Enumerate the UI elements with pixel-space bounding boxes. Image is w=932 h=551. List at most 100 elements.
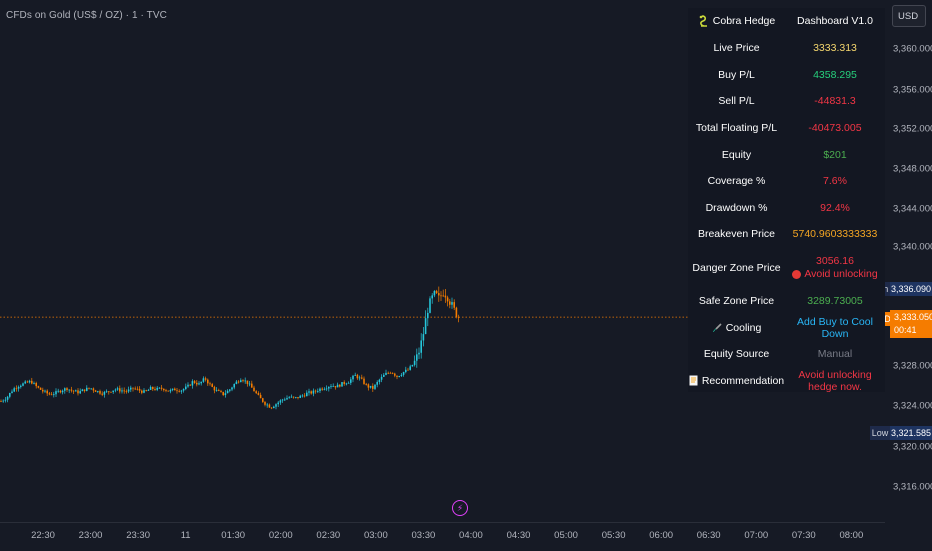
candle-body bbox=[262, 398, 264, 402]
candle-body bbox=[330, 386, 332, 388]
candle-body bbox=[240, 380, 242, 383]
low-value-tag: 3,321.585 bbox=[890, 426, 932, 440]
price-chart[interactable] bbox=[0, 0, 885, 522]
dashboard-row-label: Danger Zone Price bbox=[692, 261, 781, 274]
candle-body bbox=[328, 386, 330, 389]
candle-body bbox=[402, 372, 405, 375]
candle-body bbox=[196, 382, 198, 385]
candle-body bbox=[112, 390, 114, 393]
candle-body bbox=[163, 388, 165, 391]
candle-body bbox=[446, 297, 449, 302]
candle-body bbox=[158, 387, 161, 389]
candle-body bbox=[374, 384, 376, 389]
candle-body bbox=[154, 388, 156, 390]
candle-body bbox=[72, 390, 75, 392]
dashboard-row-value: -40473.005 bbox=[808, 122, 862, 135]
candle-body bbox=[160, 387, 163, 389]
candle-body bbox=[42, 389, 44, 392]
time-tick: 05:30 bbox=[601, 530, 626, 541]
candle-body bbox=[306, 392, 308, 397]
time-tick: 23:00 bbox=[78, 530, 103, 541]
candle-body bbox=[455, 307, 458, 317]
candle-body bbox=[202, 378, 205, 382]
candle-body bbox=[343, 382, 345, 384]
candle-body bbox=[9, 392, 11, 397]
time-tick: 22:30 bbox=[31, 530, 55, 541]
dashboard-row-label: Safe Zone Price bbox=[698, 295, 775, 308]
candle-body bbox=[424, 318, 427, 335]
candles bbox=[0, 286, 460, 410]
candle-body bbox=[125, 390, 128, 392]
time-tick: 02:00 bbox=[268, 530, 293, 541]
candle-body bbox=[251, 383, 253, 388]
candle-body bbox=[363, 378, 365, 384]
candle-body bbox=[297, 397, 299, 399]
dashboard-row: Cooling Add Buy to Cool Down bbox=[688, 314, 885, 341]
bar-countdown: 00:41 bbox=[894, 325, 917, 335]
candle-body bbox=[378, 379, 381, 383]
dashboard-row: Total Floating P/L -40473.005 bbox=[688, 115, 885, 142]
candle-body bbox=[209, 383, 211, 385]
candle-body bbox=[339, 384, 341, 387]
candle-body bbox=[2, 400, 4, 402]
currency-button[interactable]: USD bbox=[892, 5, 926, 27]
dashboard-row-value: 3289.73005 bbox=[807, 295, 863, 308]
candle-body bbox=[28, 380, 31, 383]
dashboard-header-right: Dashboard V1.0 bbox=[797, 15, 873, 27]
high-value-tag: 3,336.090 bbox=[890, 282, 932, 296]
candle-body bbox=[48, 393, 51, 395]
candle-body bbox=[413, 360, 416, 365]
candle-body bbox=[171, 388, 174, 390]
candle-body bbox=[356, 374, 359, 379]
candle-body bbox=[77, 390, 79, 394]
time-tick: 01:30 bbox=[221, 530, 246, 541]
price-tick: 3,320.000 bbox=[893, 441, 932, 453]
time-tick: 06:00 bbox=[649, 530, 674, 541]
snake-icon bbox=[699, 15, 707, 27]
memo-icon bbox=[689, 375, 698, 386]
candle-body bbox=[53, 394, 55, 396]
time-tick: 02:30 bbox=[316, 530, 341, 541]
price-tick: 3,324.000 bbox=[893, 400, 932, 412]
dashboard-row-value: 3056.16 Avoid unlocking bbox=[785, 255, 885, 281]
candle-body bbox=[123, 390, 125, 392]
candle-body bbox=[152, 386, 154, 389]
candle-body bbox=[97, 391, 99, 392]
candle-body bbox=[405, 369, 407, 373]
candle-body bbox=[0, 401, 2, 403]
candle-body bbox=[317, 391, 319, 392]
time-tick: 03:00 bbox=[363, 530, 388, 541]
price-axis[interactable] bbox=[885, 0, 932, 550]
dashboard-row-value: Add Buy to Cool Down bbox=[797, 315, 873, 340]
candle-body bbox=[147, 389, 150, 391]
candle-body bbox=[116, 388, 119, 390]
candle-body bbox=[180, 390, 183, 392]
candle-body bbox=[367, 384, 370, 388]
candle-body bbox=[11, 391, 13, 393]
candlestick-chart bbox=[0, 286, 885, 410]
time-axis[interactable] bbox=[0, 522, 885, 551]
candle-body bbox=[358, 377, 361, 379]
chart-title: CFDs on Gold (US$ / OZ) · 1 · TVC bbox=[6, 10, 167, 21]
current-price: 3,333.050 bbox=[894, 312, 932, 322]
candle-body bbox=[372, 385, 374, 389]
candle-body bbox=[361, 377, 363, 379]
candle-body bbox=[83, 389, 86, 391]
candle-body bbox=[134, 388, 136, 390]
dashboard-row-label: Equity bbox=[721, 148, 752, 161]
candle-body bbox=[178, 390, 180, 392]
dashboard-row-value: 5740.9603333333 bbox=[792, 228, 878, 241]
candle-body bbox=[141, 390, 143, 393]
lightning-icon[interactable]: ⚡ bbox=[452, 500, 468, 516]
candle-body bbox=[387, 372, 389, 374]
time-tick: 23:30 bbox=[126, 530, 150, 541]
dashboard-row-label: Drawdown % bbox=[705, 201, 768, 214]
candle-body bbox=[79, 391, 81, 394]
candle-body bbox=[35, 382, 37, 387]
candle-body bbox=[295, 397, 297, 398]
candle-body bbox=[394, 373, 396, 376]
candle-body bbox=[310, 391, 312, 394]
candle-body bbox=[431, 295, 433, 299]
candle-body bbox=[341, 382, 343, 387]
candle-body bbox=[259, 394, 262, 399]
